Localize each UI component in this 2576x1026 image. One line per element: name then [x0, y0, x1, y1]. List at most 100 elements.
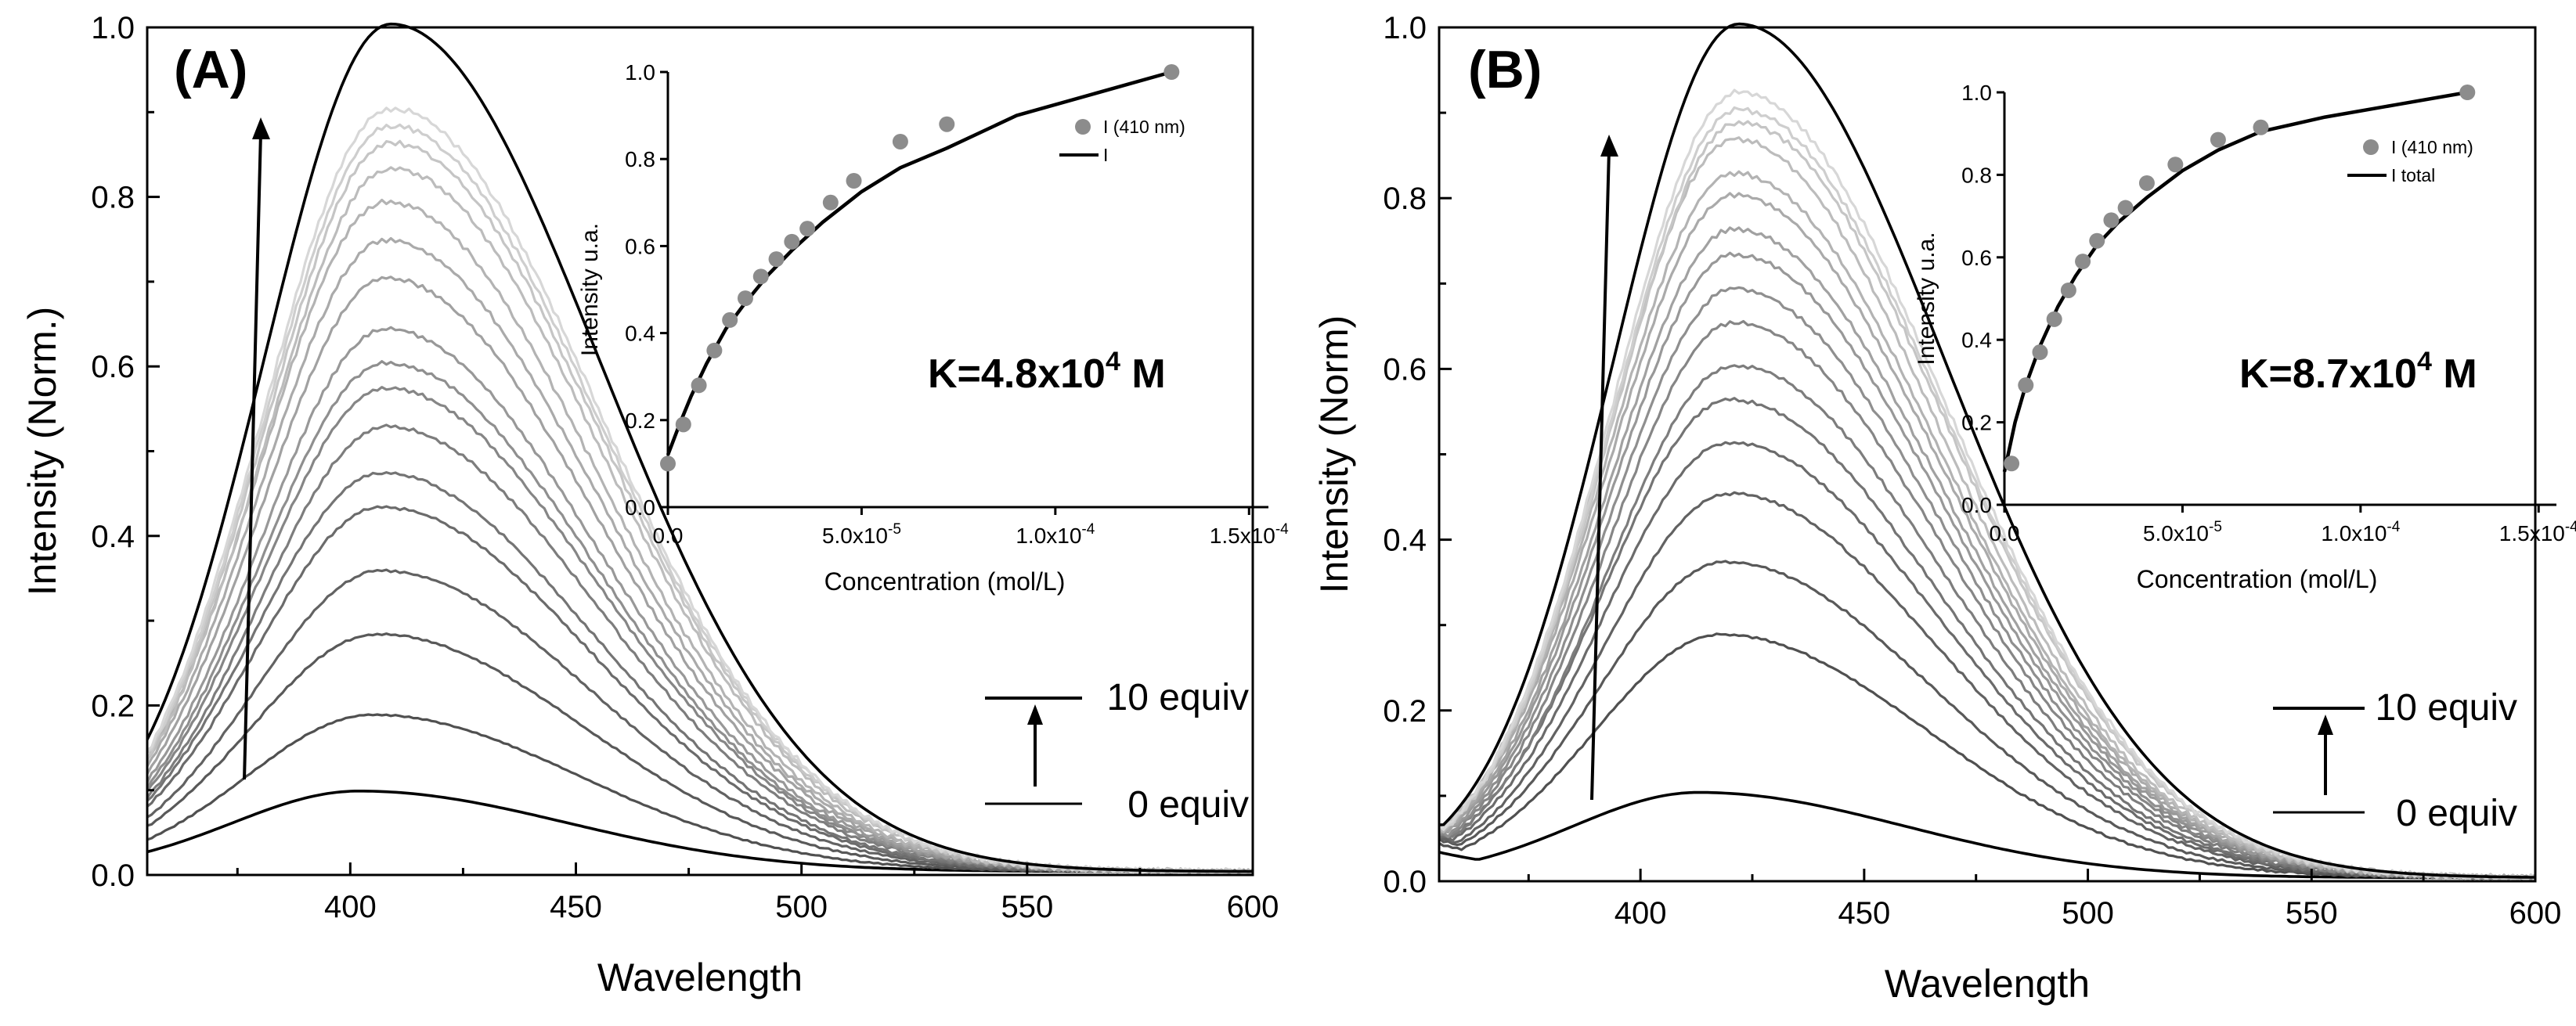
inset-data-point	[2167, 157, 2184, 173]
inset-data-point	[2075, 254, 2091, 270]
inset-legend-marker	[1075, 119, 1091, 135]
inset-legend-label-points: I (410 nm)	[1103, 117, 1185, 137]
x-tick-label: 600	[2509, 896, 2562, 931]
legend-label-10-equiv: 10 equiv	[1107, 677, 1249, 718]
x-tick-label: 550	[1001, 890, 1053, 924]
inset-data-point	[2103, 212, 2120, 229]
inset-data-point	[892, 133, 908, 149]
inset-legend-label-fit: I	[1103, 145, 1108, 165]
spectrum-line	[146, 505, 1254, 874]
inset-data-point	[691, 377, 707, 394]
inset-data-point	[675, 416, 691, 433]
inset-data-point	[939, 116, 955, 132]
inset-data-point	[2459, 85, 2476, 100]
inset-legend-label-fit: I total	[2391, 165, 2435, 185]
inset-data-point	[737, 290, 753, 307]
y-tick-label: 0.0	[1383, 865, 1427, 899]
inset-chart: 0.0 0.2 0.4 0.6 0.8 1.0 0.0 5.0x10-5 1.0x10-4 1.5…	[1914, 81, 2576, 593]
y-tick-label: 0.6	[1383, 352, 1427, 387]
inset-data-point	[784, 233, 800, 250]
inset-data-point	[722, 311, 738, 328]
inset-data-point	[660, 455, 676, 472]
titration-arrow	[243, 132, 262, 780]
inset-data-point	[2060, 282, 2076, 298]
inset-data-point	[2138, 175, 2155, 191]
inset-data-point	[752, 268, 769, 285]
inset-y-tick-label: 0.4	[625, 322, 655, 346]
y-axis-title: Intensity (Norm.)	[20, 307, 64, 596]
legend-label-0-equiv: 0 equiv	[2396, 793, 2517, 834]
spectrum-line	[1438, 251, 2537, 881]
inset-data-point	[2004, 455, 2020, 472]
inset-x-tick-label: 1.5x10-4	[2499, 519, 2576, 545]
y-tick-label: 0.4	[1383, 524, 1427, 558]
inset-data-point	[2253, 119, 2269, 135]
x-tick-label: 400	[1615, 896, 1667, 931]
x-axis-title: Wavelength	[597, 956, 803, 999]
inset-chart: 0.0 0.2 0.4 0.6 0.8 1.0 0.0 5.0x10-5 1.0x10-4 1.5…	[577, 60, 1289, 596]
y-tick-label: 0.8	[91, 181, 135, 215]
inset-x-axis-title: Concentration (mol/L)	[824, 567, 1066, 596]
spectrum-line	[1438, 632, 2536, 880]
y-tick-label: 0.8	[1383, 182, 1427, 216]
inset-y-tick-label: 0.2	[1961, 411, 1992, 435]
inset-y-tick-label: 0.4	[1961, 328, 1992, 352]
inset-data-point	[2117, 200, 2134, 216]
spectrum-line	[146, 326, 1254, 875]
x-tick-label: 450	[550, 890, 602, 924]
spectrum-line	[146, 236, 1254, 876]
inset-x-tick-label: 5.0x10-5	[822, 521, 901, 548]
inset-y-tick-label: 0.8	[1961, 163, 1992, 187]
x-tick-label: 450	[1838, 896, 1890, 931]
y-tick-label: 0.2	[91, 689, 135, 723]
inset-x-axis-title: Concentration (mol/L)	[2137, 565, 2378, 593]
spectrum-line	[146, 790, 1253, 873]
inset-data-point	[799, 221, 816, 237]
y-tick-label: 0.6	[91, 350, 135, 384]
inset-y-tick-label: 0.2	[625, 409, 655, 433]
inset-data-point	[768, 251, 785, 268]
legend-arrow-head	[2318, 715, 2333, 735]
inset-data-point	[2089, 232, 2105, 249]
spectrum-line	[146, 423, 1254, 875]
x-tick-label: 550	[2286, 896, 2338, 931]
panel-a: 400 450 500 550 600 0.0 0.2 0.4 0.6 0.8 1.0 Wavelen…	[20, 11, 1289, 999]
spectrum-line	[146, 713, 1254, 873]
inset-x-tick-label: 1.5x10-4	[1210, 521, 1289, 548]
inset-x-tick-label: 1.0x10-4	[2321, 519, 2400, 545]
y-tick-label: 1.0	[1383, 11, 1427, 45]
inset-y-tick-label: 1.0	[625, 60, 655, 85]
inset-data-point	[2046, 311, 2062, 327]
legend-label-0-equiv: 0 equiv	[1127, 784, 1249, 826]
inset-data-point	[822, 194, 839, 211]
spectrum-line	[1438, 22, 2535, 879]
x-tick-label: 400	[324, 890, 377, 924]
inset-y-tick-label: 0.6	[1961, 246, 1992, 270]
inset-y-axis-title: Intensity u.a.	[1914, 232, 1939, 365]
x-axis-title: Wavelength	[1885, 962, 2090, 1006]
x-tick-label: 600	[1227, 890, 1279, 924]
y-tick-label: 1.0	[91, 11, 135, 45]
y-axis-title: Intensity (Norm)	[1312, 315, 1356, 594]
spectra-series-group	[1438, 22, 2537, 882]
titration-arrow-head	[252, 117, 270, 139]
x-tick-label: 500	[775, 890, 828, 924]
panel-label: (B)	[1468, 40, 1542, 99]
y-tick-label: 0.0	[91, 859, 135, 893]
spectrum-line	[1438, 491, 2536, 880]
inset-y-tick-label: 0.8	[625, 147, 655, 171]
inset-data-point	[846, 173, 862, 189]
inset-data-point	[1164, 64, 1180, 80]
binding-constant: K=4.8x104 M	[928, 347, 1166, 397]
inset-y-tick-label: 1.0	[1961, 81, 1992, 105]
inset-data-point	[2032, 344, 2048, 361]
inset-x-tick-label: 5.0x10-5	[2143, 519, 2222, 545]
spectrum-line	[1438, 790, 2535, 880]
inset-x-tick-label: 0.0	[1990, 521, 2020, 545]
spectrum-line	[146, 22, 1253, 873]
inset-data-point	[2018, 377, 2034, 394]
inset-y-tick-label: 0.6	[625, 234, 655, 258]
inset-legend-label-points: I (410 nm)	[2391, 137, 2473, 157]
inset-legend-marker	[2363, 139, 2379, 155]
